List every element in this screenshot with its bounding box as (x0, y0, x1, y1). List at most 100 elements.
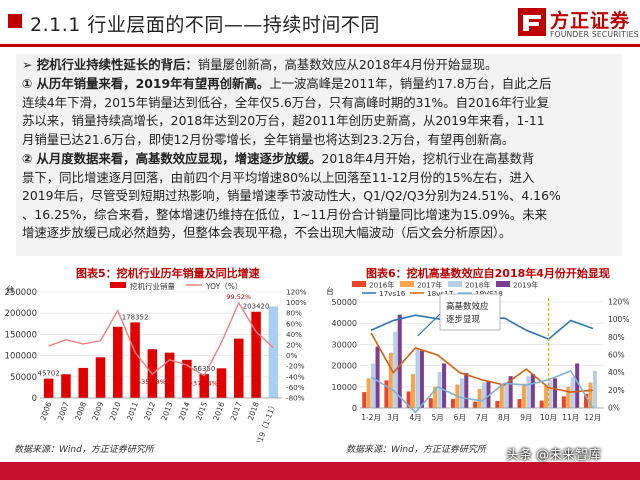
bar-2017 (234, 338, 244, 398)
bar-2016年-4月 (406, 391, 411, 408)
y-tick-label-left: 250000 (5, 288, 37, 298)
y-tick-label-left: 50000 (10, 373, 37, 383)
logo-text-cn: 方正证券 (550, 10, 631, 32)
chart-2-title: 图表6：挖机高基数效应自2018年4月份开始显现 (366, 267, 610, 280)
y-tick-label-right: 20% (608, 386, 625, 395)
bar-2017年-1-2月 (366, 378, 371, 408)
chart-1-title: 图表5：挖机行业历年销量及同比增速 (76, 267, 260, 280)
bar-2017年-5月 (433, 386, 438, 408)
y-tick-label-right: -40% (286, 372, 305, 381)
legend-label-sales: 挖机行业销量 (130, 281, 175, 291)
point-2-number: ② (22, 151, 33, 166)
bar-2019年-9月 (530, 374, 535, 408)
header-divider (0, 44, 640, 47)
y-tick-label-right: -80% (286, 394, 305, 403)
annotation-text-2: 逐步显现 (446, 315, 481, 325)
y-tick-label-left: 200000 (5, 309, 37, 319)
bar-2018年-8月 (504, 383, 509, 408)
bar-2016 (216, 368, 227, 398)
y-tick-label-right: 80% (286, 309, 302, 318)
bar-2016年-3月 (384, 380, 389, 408)
x-tick-label: 2010 (108, 400, 123, 421)
bar-2016年-7月 (473, 401, 478, 408)
bar-2018年-5月 (437, 371, 442, 408)
bar-2019年-5月 (442, 363, 447, 408)
chart-2-source: 数据来源：Wind，方正证券研究所 (346, 445, 486, 455)
summary-text-box: ➢ 挖机行业持续性延长的背后：销量屡创新高，高基数效应从2018年4月份开始显现… (16, 54, 622, 256)
legend-swatch-2018年 (448, 281, 462, 287)
bar-2016年-8月 (495, 401, 500, 408)
legend-label: 2019年 (513, 281, 538, 290)
y-tick-label-left: 50000 (332, 298, 357, 307)
line-19VS18 (370, 369, 594, 414)
intro-lead: 挖机行业持续性延长的背后： (36, 57, 198, 72)
bar-2018年-6月 (459, 378, 464, 408)
bar-2016年-11月 (561, 396, 566, 408)
y-tick-label-right: 20% (286, 341, 302, 350)
point-1-number: ① (22, 76, 33, 91)
paragraph-1-line-4: 月销量已达21.6万台，即使12月份零增长，全年销量也将达到23.2万台，有望再… (22, 131, 515, 147)
legend-swatch-2019年 (496, 281, 510, 287)
paragraph-1-line-1: ① 从历年销量来看，2019年有望再创新高。上一波高峰是2011年，销量约17.… (22, 75, 551, 93)
bar-2019年-3月 (397, 314, 402, 408)
y-tick-label-right: 0% (286, 351, 298, 360)
x-tick-label: 2011 (125, 400, 140, 421)
bar-2018 (251, 311, 261, 398)
y-tick-label-left: 40000 (332, 319, 357, 328)
bar-2018年-4月 (415, 348, 420, 408)
y-tick-label-right: 120% (286, 288, 307, 297)
bar-2007 (61, 374, 71, 398)
x-tick-label: 6月 (454, 413, 466, 422)
point-1-text: 上一波高峰是2011年，销量约17.8万台，自此之后 (269, 76, 552, 91)
y-tick-label-right: 60% (608, 351, 625, 360)
y-tick-label-left: 0 (32, 394, 37, 404)
x-tick-label: 5月 (431, 413, 443, 422)
x-tick-label: 2017 (229, 400, 244, 421)
y-tick-label-left: 0 (352, 404, 357, 413)
x-tick-label: 2012 (142, 400, 157, 421)
paragraph-2-line-3: 2019年后，尽管受到短期过热影响，销量增速季节波动性大，Q1/Q2/Q3分别为… (22, 188, 561, 203)
title-marker (8, 14, 22, 28)
paragraph-1-line-3: 苏以来，销量持续高增长，2018年达到20万台，超2011年创历史新高，从201… (22, 113, 545, 128)
paragraph-2-line-5: 增速逐步放缓已成必然趋势，但整体会表现平稳，不会出现大幅波动（后文会分析原因）。 (22, 225, 512, 240)
bar-2011 (130, 322, 140, 398)
bar-2015 (199, 374, 209, 398)
point-1-lead: 从历年销量来看，2019年有望再创新高。 (36, 76, 270, 91)
legend-swatch-sales (110, 282, 126, 288)
legend-label: 2016年 (369, 281, 394, 290)
x-tick-label: 2009 (90, 400, 105, 421)
x-tick-label: 2014 (177, 400, 192, 421)
bar-2013 (164, 352, 175, 398)
y-tick-label-right: -20% (286, 362, 305, 371)
legend-swatch-2016年 (352, 281, 366, 287)
y-tick-label-left: 30000 (332, 340, 357, 349)
bar-2016年-9月 (517, 399, 522, 408)
point-2-text: 2018年4月开始，挖机行业在高基数背 (321, 151, 535, 166)
annual-sales-chart: 挖机行业销量 YOY（%） 台 0 50000 100000 150000 200000 250… (5, 281, 307, 442)
founder-logo-icon (518, 8, 546, 36)
bar-2017年-3月 (388, 352, 393, 408)
bar-2019年-7月 (486, 380, 491, 408)
legend-swatch-2017年 (400, 281, 414, 287)
bar-2016年-6月 (450, 399, 455, 408)
chart-1-source: 数据来源：Wind，方正证券研究所 (14, 445, 154, 455)
bar-2018年-7月 (482, 382, 487, 408)
yoy-line (48, 301, 274, 377)
x-tick-label: 2015 (194, 400, 209, 421)
bar-2019年-1-2月 (375, 346, 380, 408)
paragraph-2-line-4: 、16.25%，综合来看，整体增速仍维持在低位，1~11月份合计销量同比增速为1… (22, 206, 548, 222)
x-tick-label: 2008 (73, 400, 88, 421)
monthly-sales-chart: 台 2016年 2017年 2018年 2019年 17vs16 18vs17 19VS18 0… (326, 281, 629, 423)
bar-2016年-12月 (584, 393, 589, 408)
bar-2017年-11月 (566, 386, 571, 408)
bar-2018年-1-2月 (371, 363, 376, 408)
bar-2016年-1-2月 (362, 392, 367, 408)
paragraph-intro: ➢ 挖机行业持续性延长的背后：销量屡创新高，高基数效应从2018年4月份开始显现… (22, 56, 497, 74)
bar-2019年-11月 (575, 363, 580, 408)
bar-2010 (113, 326, 123, 398)
bar-2018年-12月 (592, 370, 597, 408)
bar-2019年-4月 (419, 350, 424, 408)
bar-data-label: 178352 (122, 313, 149, 321)
x-tick-label: 7月 (476, 413, 488, 422)
bar-2017年-8月 (499, 384, 504, 408)
